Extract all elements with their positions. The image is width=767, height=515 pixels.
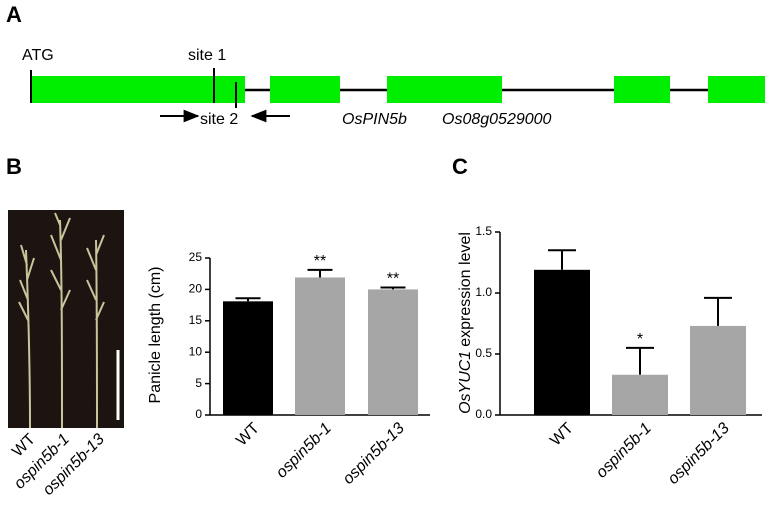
y-tick-label: 0 (195, 407, 202, 421)
x-tick-label: ospin5b-13 (665, 420, 733, 488)
gene-name: OsPIN5b (342, 111, 407, 128)
exons (30, 76, 765, 103)
y-axis-label-gene: OsYUC1 (457, 351, 474, 414)
site1-label: site 1 (188, 47, 226, 64)
significance: * (637, 331, 643, 348)
atg-label: ATG (22, 47, 54, 64)
y-tick-label: 5 (195, 376, 202, 390)
bar (368, 289, 418, 415)
photo (8, 210, 124, 428)
y-tick-label: 1.5 (475, 224, 492, 238)
y-tick-label: 0.0 (475, 407, 492, 421)
x-tick-label: WT (547, 420, 577, 450)
x-tick-label: ospin5b-13 (340, 420, 408, 488)
significance: ** (314, 253, 326, 270)
y-tick-label: 25 (189, 250, 203, 264)
bar (612, 374, 668, 415)
y-axis-label: Panicle length (cm) (147, 267, 164, 404)
y-tick-label: 0.5 (475, 346, 492, 360)
significance: ** (387, 271, 399, 288)
bar (223, 301, 273, 415)
y-axis-label-text: expression level (457, 232, 474, 347)
y-tick-label: 15 (189, 313, 203, 327)
bar (295, 277, 345, 415)
y-tick-label: 10 (189, 344, 203, 358)
y-tick-label: 20 (189, 282, 203, 296)
locus-id: Os08g0529000 (442, 111, 552, 128)
x-tick-label: ospin5b-1 (273, 420, 335, 482)
site2-label: site 2 (200, 111, 238, 128)
x-tick-label: WT (233, 420, 263, 450)
bar (534, 269, 590, 415)
panicles (18, 212, 105, 429)
x-tick-label: ospin5b-1 (593, 420, 655, 482)
y-axis-label: OsYUC1 expression level (457, 232, 474, 414)
bar (690, 325, 746, 415)
panel-label: A (6, 2, 22, 27)
panel-label: B (6, 154, 22, 179)
panel-label: C (452, 154, 468, 179)
y-tick-label: 1.0 (475, 285, 492, 299)
